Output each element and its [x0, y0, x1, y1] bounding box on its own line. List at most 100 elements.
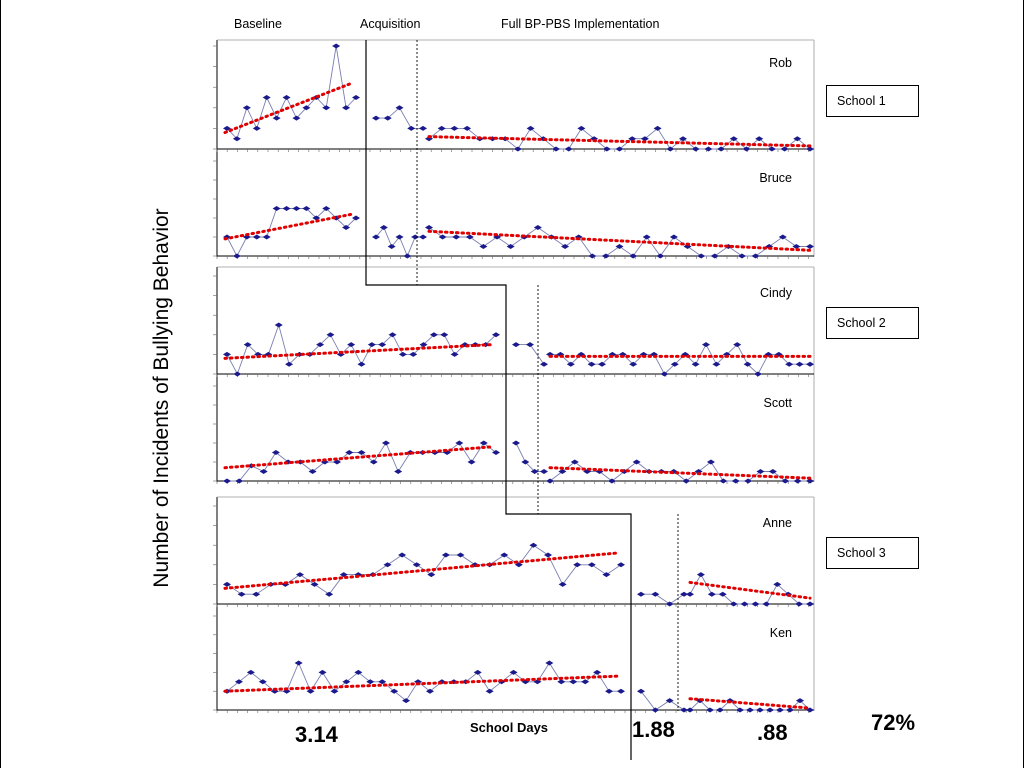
- data-point-rob-full-25: [742, 146, 751, 152]
- data-point-cindy-acquisition-0: [512, 342, 520, 348]
- data-point-ken-acquisition-3: [680, 707, 688, 713]
- data-point-scott-full-7: [632, 459, 641, 465]
- data-point-rob-full-26: [755, 136, 764, 142]
- data-point-scott-full-16: [744, 478, 753, 484]
- trend-baseline-ken: [223, 674, 619, 693]
- data-point-ken-baseline-33: [617, 688, 625, 694]
- data-point-rob-baseline-3: [252, 125, 261, 131]
- data-point-rob-full-19: [666, 146, 675, 152]
- data-point-bruce-baseline-7: [292, 206, 301, 211]
- data-point-anne-full-3: [718, 591, 727, 597]
- data-point-cindy-full-20: [754, 371, 762, 377]
- data-point-ken-baseline-2: [246, 669, 255, 675]
- data-point-cindy-baseline-20: [429, 332, 438, 338]
- data-point-rob-acquisition-2: [395, 105, 404, 111]
- acquisition-mean: 1.88: [632, 717, 675, 742]
- data-point-cindy-baseline-1: [233, 371, 242, 377]
- data-point-ken-full-8: [766, 707, 774, 713]
- data-point-ken-full-0: [686, 707, 694, 713]
- data-point-rob-full-2: [450, 125, 459, 131]
- series-bruce-full: [428, 226, 810, 257]
- data-point-rob-baseline-13: [352, 95, 360, 100]
- data-point-rob-full-20: [679, 136, 687, 142]
- data-point-bruce-full-3: [465, 234, 474, 240]
- data-point-cindy-baseline-2: [243, 342, 252, 348]
- data-point-bruce-acquisition-6: [419, 234, 427, 240]
- data-point-cindy-full-15: [702, 342, 710, 348]
- data-point-anne-baseline-21: [529, 542, 538, 548]
- data-point-bruce-baseline-2: [242, 234, 251, 240]
- data-point-scott-acquisition-1: [521, 459, 530, 465]
- data-point-bruce-full-24: [751, 253, 760, 259]
- trend-full-ken: [688, 697, 812, 710]
- data-point-bruce-full-28: [806, 244, 814, 249]
- data-point-anne-acquisition-1: [651, 591, 660, 597]
- data-point-rob-full-3: [463, 125, 472, 131]
- data-point-anne-baseline-19: [500, 552, 509, 558]
- data-point-bruce-full-10: [561, 244, 570, 249]
- data-point-ken-baseline-27: [545, 660, 554, 666]
- data-point-anne-baseline-15: [441, 552, 450, 558]
- data-point-scott-baseline-7: [308, 469, 317, 474]
- phase-label-acquisition: Acquisition: [360, 17, 421, 31]
- data-point-scott-full-17: [756, 469, 765, 474]
- data-point-bruce-acquisition-4: [403, 253, 412, 259]
- data-point-anne-baseline-27: [617, 562, 625, 568]
- data-point-rob-full-21: [691, 146, 700, 152]
- data-point-cindy-full-4: [587, 361, 596, 367]
- data-point-scott-baseline-13: [381, 440, 390, 446]
- data-point-scott-baseline-12: [369, 459, 378, 465]
- data-point-ken-baseline-9: [330, 688, 339, 694]
- data-point-ken-full-5: [736, 707, 744, 713]
- school-3-box: School 3: [826, 537, 919, 569]
- data-point-ken-full-6: [746, 707, 754, 713]
- data-point-bruce-full-6: [506, 244, 515, 249]
- data-point-scott-acquisition-2: [530, 469, 539, 474]
- data-point-ken-baseline-29: [569, 679, 578, 685]
- data-point-ken-baseline-11: [354, 669, 363, 675]
- data-point-scott-acquisition-3: [540, 469, 548, 474]
- data-point-rob-acquisition-3: [407, 125, 416, 131]
- data-point-scott-baseline-10: [345, 450, 354, 455]
- data-point-rob-baseline-12: [342, 105, 351, 111]
- data-point-ken-baseline-24: [509, 669, 518, 675]
- data-point-scott-full-2: [570, 459, 579, 465]
- data-point-scott-full-18: [768, 469, 777, 474]
- school-2-box: School 2: [826, 307, 919, 339]
- data-point-bruce-baseline-8: [302, 206, 311, 211]
- data-point-cindy-baseline-17: [398, 351, 407, 357]
- data-point-cindy-full-5: [598, 361, 606, 367]
- data-point-rob-full-11: [564, 146, 573, 152]
- data-point-ken-acquisition-2: [665, 698, 674, 704]
- data-point-anne-full-2: [707, 591, 716, 597]
- data-point-anne-acquisition-3: [680, 591, 688, 597]
- data-point-rob-full-14: [602, 146, 611, 152]
- data-point-bruce-acquisition-0: [372, 234, 380, 240]
- trend-baseline-scott: [223, 445, 494, 470]
- reduction-percent: 72%: [871, 710, 916, 735]
- series-cindy-acquisition: [516, 344, 545, 365]
- data-point-bruce-baseline-13: [352, 215, 360, 221]
- data-point-cindy-baseline-0: [223, 351, 231, 357]
- participant-name-rob: Rob: [769, 56, 792, 70]
- data-point-rob-full-28: [780, 146, 789, 152]
- data-point-cindy-full-16: [712, 361, 721, 367]
- data-point-bruce-full-13: [601, 253, 610, 259]
- data-point-bruce-baseline-9: [312, 215, 321, 221]
- data-point-rob-baseline-1: [232, 136, 241, 142]
- data-point-cindy-baseline-6: [285, 361, 294, 367]
- data-point-anne-full-11: [806, 601, 814, 607]
- data-point-bruce-full-8: [533, 225, 542, 230]
- series-anne-acquisition: [641, 593, 685, 605]
- data-point-ken-baseline-22: [485, 688, 494, 694]
- data-point-anne-baseline-7: [325, 591, 334, 597]
- data-point-cindy-full-8: [629, 361, 638, 367]
- data-point-bruce-baseline-12: [342, 225, 351, 230]
- data-point-ken-baseline-17: [425, 688, 434, 694]
- data-point-ken-baseline-7: [306, 688, 315, 694]
- series-scott-full: [549, 461, 810, 482]
- data-point-anne-full-7: [762, 601, 771, 607]
- data-point-ken-baseline-15: [402, 698, 411, 704]
- data-point-anne-acquisition-2: [665, 601, 674, 607]
